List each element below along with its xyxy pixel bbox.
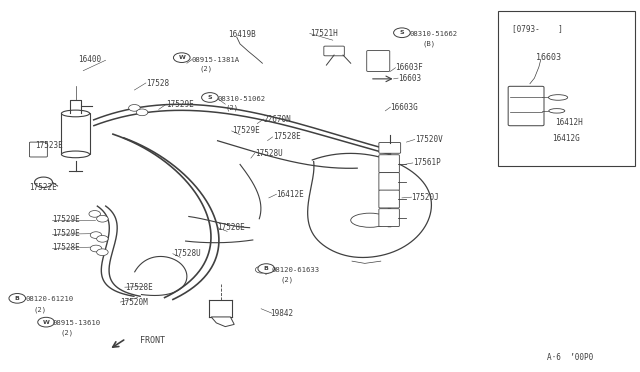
Circle shape bbox=[90, 232, 102, 238]
Circle shape bbox=[9, 294, 26, 303]
Circle shape bbox=[258, 264, 275, 273]
Text: 08310-51062: 08310-51062 bbox=[218, 96, 266, 102]
Polygon shape bbox=[211, 317, 234, 327]
Text: S: S bbox=[399, 30, 404, 35]
FancyBboxPatch shape bbox=[61, 113, 90, 154]
Text: W: W bbox=[179, 55, 185, 60]
Circle shape bbox=[38, 317, 54, 327]
FancyBboxPatch shape bbox=[379, 173, 399, 190]
Text: 17528U: 17528U bbox=[173, 249, 200, 258]
Text: 19842: 19842 bbox=[270, 309, 293, 318]
Circle shape bbox=[136, 109, 148, 116]
Circle shape bbox=[255, 266, 267, 273]
Text: W: W bbox=[43, 320, 49, 325]
Text: (B): (B) bbox=[422, 41, 436, 47]
FancyBboxPatch shape bbox=[29, 142, 47, 157]
Circle shape bbox=[202, 93, 218, 102]
Text: 08120-61210: 08120-61210 bbox=[26, 296, 74, 302]
Text: 17522E: 17522E bbox=[29, 183, 57, 192]
Circle shape bbox=[129, 105, 140, 111]
Text: 22670N: 22670N bbox=[264, 115, 291, 124]
FancyBboxPatch shape bbox=[367, 51, 390, 71]
Text: 08310-51662: 08310-51662 bbox=[410, 31, 458, 37]
Circle shape bbox=[97, 215, 108, 222]
Text: (2): (2) bbox=[199, 65, 212, 72]
Ellipse shape bbox=[351, 213, 389, 227]
Circle shape bbox=[173, 53, 190, 62]
Text: (2): (2) bbox=[61, 330, 74, 336]
Text: 17528: 17528 bbox=[146, 79, 169, 88]
Text: 17528E: 17528E bbox=[52, 243, 80, 252]
Text: 08915-13610: 08915-13610 bbox=[52, 320, 100, 326]
Text: 17528U: 17528U bbox=[255, 149, 282, 158]
Ellipse shape bbox=[61, 110, 90, 117]
Bar bbox=[498, 11, 635, 166]
FancyBboxPatch shape bbox=[379, 209, 399, 227]
Text: 16603G: 16603G bbox=[390, 103, 418, 112]
FancyBboxPatch shape bbox=[379, 155, 399, 173]
Text: (2): (2) bbox=[280, 276, 294, 283]
Text: 17529E: 17529E bbox=[52, 229, 80, 238]
Text: (2): (2) bbox=[226, 105, 239, 111]
Text: 16603: 16603 bbox=[398, 74, 421, 83]
Text: S: S bbox=[207, 95, 212, 100]
Text: 17529E: 17529E bbox=[52, 215, 80, 224]
Text: 16400: 16400 bbox=[78, 55, 101, 64]
Text: 17520M: 17520M bbox=[120, 298, 148, 307]
Circle shape bbox=[97, 235, 108, 242]
Text: 16419B: 16419B bbox=[228, 30, 255, 39]
Text: 08915-1381A: 08915-1381A bbox=[192, 57, 240, 62]
Text: 17528E: 17528E bbox=[218, 223, 245, 232]
Text: 16603: 16603 bbox=[536, 53, 561, 62]
Text: 16603F: 16603F bbox=[396, 63, 423, 72]
Circle shape bbox=[89, 211, 100, 217]
Text: 16412G: 16412G bbox=[552, 134, 579, 143]
Text: 17529E: 17529E bbox=[166, 100, 194, 109]
FancyBboxPatch shape bbox=[508, 86, 544, 126]
FancyBboxPatch shape bbox=[379, 142, 401, 153]
Text: 17561P: 17561P bbox=[413, 158, 440, 167]
Ellipse shape bbox=[61, 151, 90, 158]
Text: 17521H: 17521H bbox=[310, 29, 337, 38]
Circle shape bbox=[394, 28, 410, 38]
Text: 17523E: 17523E bbox=[35, 141, 63, 150]
Text: (2): (2) bbox=[34, 306, 47, 313]
Text: 17528E: 17528E bbox=[125, 283, 152, 292]
Text: 16412E: 16412E bbox=[276, 190, 304, 199]
Ellipse shape bbox=[548, 94, 568, 100]
Text: 17520V: 17520V bbox=[415, 135, 442, 144]
FancyBboxPatch shape bbox=[379, 190, 399, 208]
FancyBboxPatch shape bbox=[324, 46, 344, 56]
Text: B: B bbox=[264, 266, 269, 271]
Text: 17520J: 17520J bbox=[412, 193, 439, 202]
Circle shape bbox=[90, 245, 102, 252]
Text: 17528E: 17528E bbox=[273, 132, 300, 141]
Text: FRONT: FRONT bbox=[140, 336, 164, 345]
Text: 16412H: 16412H bbox=[556, 118, 583, 126]
Text: B: B bbox=[15, 296, 20, 301]
Text: 17529E: 17529E bbox=[232, 126, 259, 135]
Ellipse shape bbox=[548, 109, 564, 113]
Circle shape bbox=[97, 249, 108, 256]
Text: 08120-61633: 08120-61633 bbox=[272, 267, 320, 273]
Text: A·6  ’00P0: A·6 ’00P0 bbox=[547, 353, 593, 362]
Text: [0793-    ]: [0793- ] bbox=[512, 25, 563, 33]
